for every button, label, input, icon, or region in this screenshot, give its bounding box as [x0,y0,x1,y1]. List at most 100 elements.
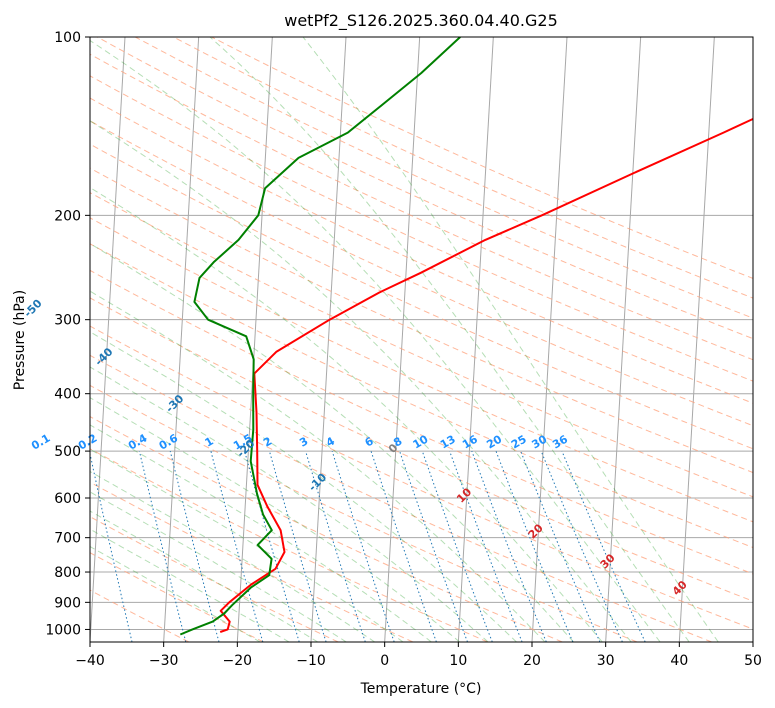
dry-adiabat-line [173,37,753,299]
x-tick-label: 40 [670,653,688,669]
dry-adiabat-line [90,416,563,642]
moist-adiabat-line [90,424,432,642]
profile-lines [179,37,753,636]
dry-adiabat-line [90,481,414,642]
mixing-ratio-line [471,450,547,642]
isotherm-line [236,37,273,642]
moist-adiabat-line [90,242,574,642]
dewpoint-line [179,37,461,636]
mixing-ratio-line [399,450,468,642]
mixing-ratio-label: 0.6 [157,431,181,452]
x-tick-label: −30 [149,653,179,669]
y-tick-label: 200 [54,208,81,224]
dry-adiabat-line [90,297,753,602]
moist-adiabat-line [302,37,719,642]
mixing-ratio-label: 4 [324,434,337,449]
dry-adiabat-label: 10 [454,485,474,505]
dry-adiabat-label: 20 [526,521,546,541]
wet-bulb-label: -10 [306,470,329,493]
isotherm-line [90,37,126,642]
mixing-ratio-line [244,450,300,642]
dry-adiabat-line [90,325,753,630]
mixing-ratio-line [495,450,574,642]
dry-adiabat-line [90,75,753,382]
mixing-ratio-label: 3 [297,435,310,450]
dry-adiabat-line [90,269,753,575]
x-tick-label: −10 [296,653,326,669]
y-tick-label: 700 [54,531,81,547]
x-tick-label: −20 [223,653,253,669]
moist-adiabat-line [90,186,603,642]
x-tick-label: 0 [380,653,389,669]
x-axis-label: Temperature (°C) [360,681,482,697]
moist-adiabat-line [90,39,661,642]
moist-adiabat-line [90,528,290,642]
y-tick-label: 1000 [45,622,81,638]
x-tick-label: 20 [523,653,541,669]
mixing-ratio-line [520,450,601,642]
y-axis-label: Pressure (hPa) [12,290,28,390]
mixing-ratio-label: 36 [550,432,570,451]
mixing-ratio-label: 20 [484,432,504,451]
isotherm-line [678,37,715,642]
mixing-ratio-line [421,450,493,642]
dry-adiabat-line [90,120,753,427]
mixing-ratio-line [331,450,395,642]
x-tick-label: −40 [75,653,105,669]
moist-adiabat-line [209,37,690,642]
dry-adiabat-line [90,552,264,642]
isotherm-line [163,37,200,642]
dry-adiabat-label: 40 [670,578,690,598]
mixing-ratio-label: 13 [438,433,458,452]
mixing-ratio-line [370,450,437,642]
y-tick-label: 300 [54,313,81,329]
dry-adiabat-line [96,37,753,340]
mixing-ratio-label: 0.4 [126,431,150,452]
mixing-ratio-line [305,450,366,642]
dry-adiabat-line [135,37,753,319]
isotherm-line [605,37,642,642]
moist-adiabat-line [90,448,404,642]
background-lines [90,37,753,642]
moist-adiabat-line [90,545,261,642]
y-tick-label: 500 [54,444,81,460]
isotherm-line [384,37,421,642]
x-tick-label: 30 [597,653,615,669]
moist-adiabat-line [90,491,347,642]
mixing-ratio-label: 16 [460,432,480,451]
y-tick-label: 100 [54,30,81,46]
mixing-ratio-label: 10 [411,432,431,451]
mixing-ratio-line [268,450,327,642]
mixing-ratio-label: 1 [203,435,216,450]
isotherm-line [752,633,753,642]
mixing-ratio-label: 2 [261,435,274,450]
plot-frame [89,36,754,643]
mixing-ratio-line [90,451,133,642]
mixing-ratio-label: 0.1 [29,432,52,453]
mixing-ratio-label: 30 [530,432,550,451]
mixing-ratio-line [210,450,264,642]
dry-adiabat-line [90,192,753,498]
temperature-line [219,117,753,633]
mixing-ratio-line [540,450,623,642]
dry-adiabat-line [90,217,753,523]
line-labels: 0.1 0.2 0.4 0.6 1 1.5 2 3 4 6 8 10 13 16 20 25 30 3601020… [21,297,690,599]
dry-adiabat-label: 30 [598,551,618,571]
dry-adiabat-line [90,97,753,404]
dry-adiabat-line [90,448,488,642]
moist-adiabat-line [90,366,489,642]
x-tick-label: 10 [449,653,467,669]
dry-adiabat-line [90,53,753,361]
isotherm-line [457,37,494,642]
y-tick-label: 900 [54,595,81,611]
moist-adiabat-line [90,331,517,642]
dry-adiabat-line [90,243,753,549]
x-tick-label: 50 [744,653,762,669]
wet-bulb-label: -40 [92,345,115,368]
mixing-ratio-line [169,450,220,642]
y-axis: 100 200 300 400 500 600 700 800 900 1000 [45,30,90,638]
dry-adiabat-line [90,143,753,450]
x-axis: −40 −30 −20 −10 0 10 20 30 40 50 [75,642,762,669]
moist-adiabat-line [90,510,319,642]
